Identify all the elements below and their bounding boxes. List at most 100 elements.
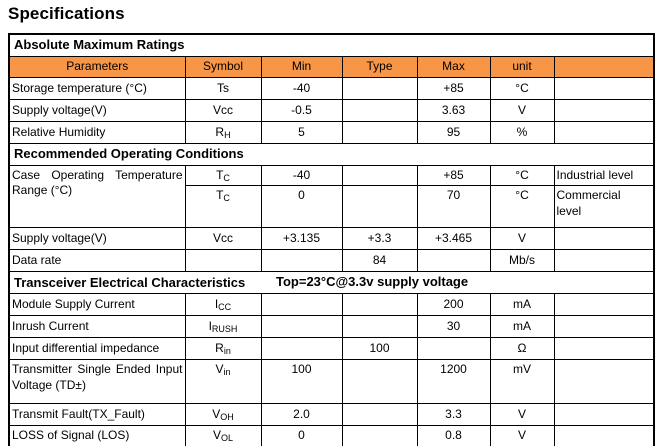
type-cell xyxy=(341,185,418,229)
unit-cell: V xyxy=(489,403,555,427)
symbol-cell: Vin xyxy=(184,359,262,405)
max-cell: 70 xyxy=(416,185,491,229)
symbol-subscript: OH xyxy=(220,412,234,423)
min-cell: 2.0 xyxy=(260,403,343,427)
param-cell: Supply voltage(V) xyxy=(8,227,186,251)
min-cell xyxy=(260,249,343,273)
unit-cell: % xyxy=(489,120,555,144)
symbol-subscript: H xyxy=(224,129,231,140)
max-cell: 0.8 xyxy=(416,425,491,446)
param-cell: Case Operating Temperature Range (°C) xyxy=(8,164,186,229)
max-cell xyxy=(416,337,491,361)
unit-cell: V xyxy=(489,227,555,251)
row-storage-temperature: Storage temperature (°C) Ts -40 +85 °C xyxy=(8,76,655,100)
param-cell: Relative Humidity xyxy=(8,120,186,144)
row-inrush-current: Inrush Current IRUSH 30 mA xyxy=(8,315,655,339)
type-cell xyxy=(341,293,418,317)
max-cell: 3.3 xyxy=(416,403,491,427)
symbol-cell: RH xyxy=(184,120,262,144)
section-title: Absolute Maximum Ratings xyxy=(8,33,655,57)
symbol-base: I xyxy=(208,319,212,334)
note-cell: Industrial level xyxy=(553,164,655,187)
section-title: Transceiver Electrical Characteristics xyxy=(14,274,246,290)
max-cell: +85 xyxy=(416,76,491,100)
page-title: Specifications xyxy=(8,4,125,23)
row-case-temperature-commercial: TC 0 70 °C Commercial level xyxy=(9,185,655,229)
row-data-rate: Data rate 84 Mb/s xyxy=(8,249,655,273)
param-cell: Data rate xyxy=(8,249,186,273)
type-cell: 84 xyxy=(341,249,418,273)
row-input-differential-impedance: Input differential impedance Rin 100 Ω xyxy=(8,337,655,361)
symbol-base: T xyxy=(216,167,224,182)
section-row-absolute-maximum-ratings: Absolute Maximum Ratings xyxy=(8,33,655,57)
section-row-recommended-operating-conditions: Recommended Operating Conditions xyxy=(8,142,655,166)
min-cell: 100 xyxy=(260,359,343,405)
header-note xyxy=(553,55,655,78)
type-cell xyxy=(341,425,418,446)
note-cell xyxy=(553,293,655,317)
min-cell: -40 xyxy=(260,164,343,187)
unit-cell: V xyxy=(489,98,555,122)
symbol-subscript: C xyxy=(223,193,230,204)
symbol-base: V xyxy=(212,407,221,422)
specifications-table: Absolute Maximum Ratings Parameters Symb… xyxy=(8,33,655,446)
symbol-base: V xyxy=(212,428,221,443)
min-cell: -40 xyxy=(260,76,343,100)
min-cell: -0.5 xyxy=(260,98,343,122)
max-cell: +3.465 xyxy=(416,227,491,251)
min-cell xyxy=(260,337,343,361)
param-cell: LOSS of Signal (LOS) xyxy=(8,425,186,446)
max-cell: 1200 xyxy=(416,359,491,405)
header-symbol: Symbol xyxy=(184,55,262,78)
symbol-subscript: RUSH xyxy=(211,324,238,335)
type-cell: 100 xyxy=(341,337,418,361)
min-cell: 0 xyxy=(260,185,343,229)
unit-cell: mV xyxy=(489,359,555,405)
row-loss-of-signal: LOSS of Signal (LOS) VOL 0 0.8 V xyxy=(8,425,655,446)
header-type: Type xyxy=(341,55,418,78)
column-header-row: Parameters Symbol Min Type Max unit xyxy=(8,55,655,78)
max-cell: 30 xyxy=(416,315,491,339)
type-cell xyxy=(341,164,418,187)
header-unit: unit xyxy=(489,55,555,78)
symbol-base: R xyxy=(215,124,225,139)
symbol-base: Vcc xyxy=(212,231,233,246)
type-cell: +3.3 xyxy=(341,227,418,251)
symbol-cell xyxy=(184,249,262,273)
symbol-base: R xyxy=(215,341,224,356)
max-cell xyxy=(416,249,491,273)
type-cell xyxy=(341,120,418,144)
unit-cell: V xyxy=(489,425,555,446)
min-cell xyxy=(260,293,343,317)
max-cell: +85 xyxy=(416,164,491,187)
row-transmitter-single-ended-input-voltage: Transmitter Single Ended Input Voltage (… xyxy=(8,359,655,405)
symbol-base: T xyxy=(216,188,224,203)
symbol-cell: VOH xyxy=(184,403,262,427)
note-cell xyxy=(553,120,655,144)
min-cell xyxy=(260,315,343,339)
unit-cell: °C xyxy=(489,76,555,100)
note-cell xyxy=(553,76,655,100)
max-cell: 200 xyxy=(416,293,491,317)
section-title: Recommended Operating Conditions xyxy=(8,142,655,166)
symbol-base: V xyxy=(215,362,224,377)
note-cell: Commercial level xyxy=(553,185,655,229)
param-cell: Transmitter Single Ended Input Voltage (… xyxy=(8,359,186,405)
section-cell: Transceiver Electrical Characteristics T… xyxy=(8,271,655,295)
note-cell xyxy=(553,359,655,405)
section-condition-note: Top=23°C@3.3v supply voltage xyxy=(276,274,469,290)
note-cell xyxy=(553,315,655,339)
row-case-temperature-industrial: Case Operating Temperature Range (°C) TC… xyxy=(8,164,655,229)
min-cell: +3.135 xyxy=(260,227,343,251)
max-cell: 3.63 xyxy=(416,98,491,122)
symbol-subscript: OL xyxy=(221,433,234,444)
symbol-cell: Vcc xyxy=(184,227,262,251)
param-cell: Module Supply Current xyxy=(8,293,186,317)
note-cell xyxy=(553,98,655,122)
symbol-subscript: CC xyxy=(218,302,232,313)
symbol-cell: VOL xyxy=(184,425,262,446)
unit-cell: °C xyxy=(489,185,555,229)
type-cell xyxy=(341,403,418,427)
unit-cell: Mb/s xyxy=(489,249,555,273)
header-max: Max xyxy=(416,55,491,78)
